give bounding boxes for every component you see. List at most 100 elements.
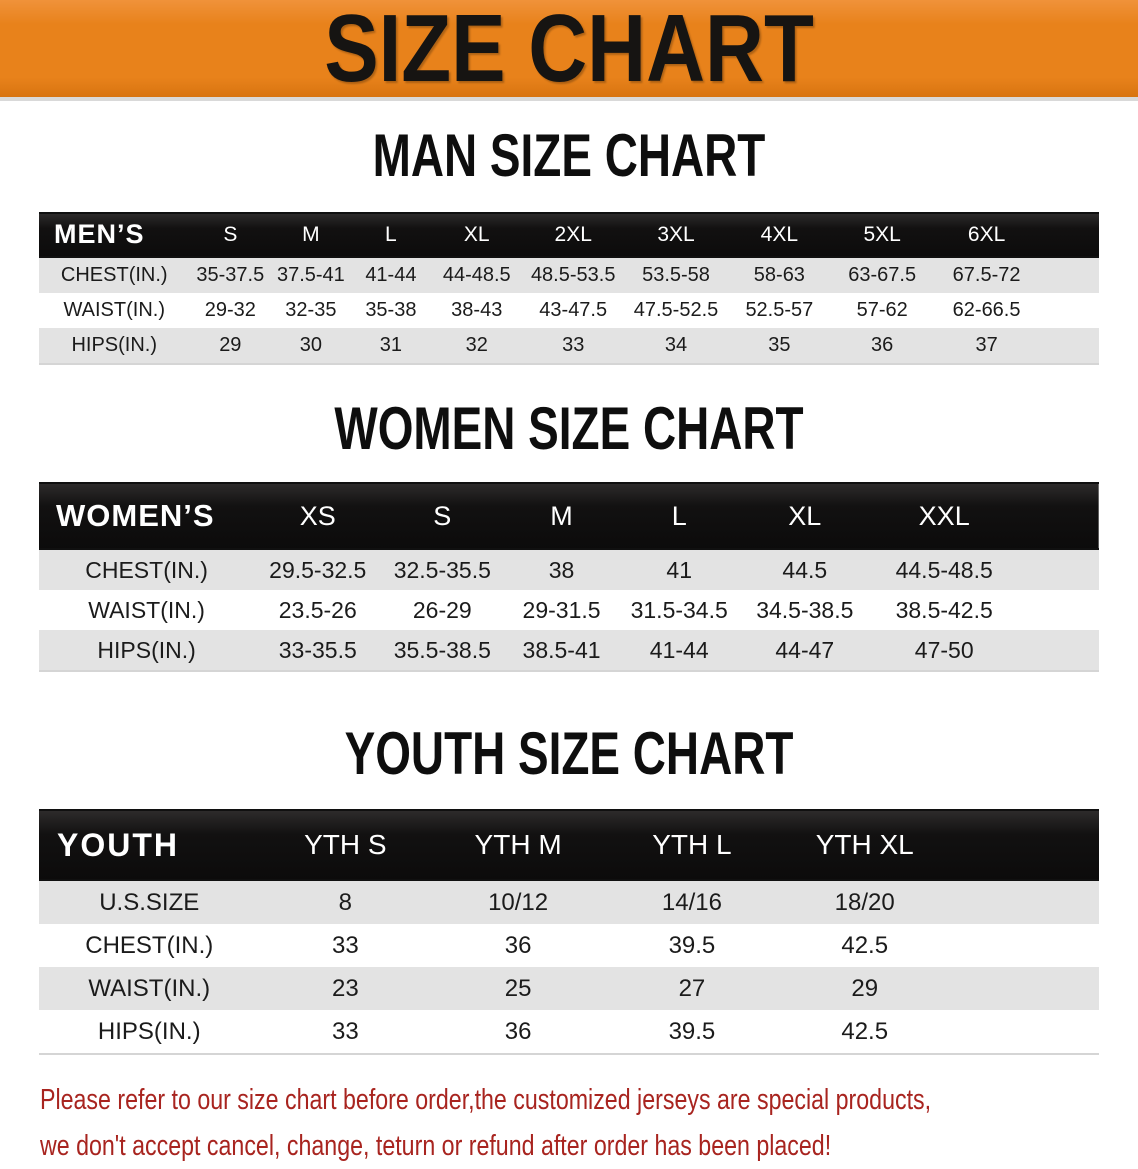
size-value-cell: 58-63 [753,263,805,286]
size-value-cell: 43-47.5 [539,298,608,321]
size-column-header: YTH XL [778,809,951,882]
table-row: U.S.SIZE 8 10/12 14/16 18/20 [39,880,1099,925]
size-value-cell: 18/20 [834,888,895,916]
women-section-heading: WOMEN SIZE CHART [0,397,1138,460]
size-value-cell: 35-38 [365,298,417,321]
table-row: WAIST(IN.) 23 25 27 29 [39,967,1099,1011]
size-value-cell: 26-29 [412,596,472,623]
size-value-cell: 53.5-58 [642,263,710,286]
men-header-row: MEN’S S M L XL 2XL 3XL 4XL 5XL 6XL [39,211,1099,258]
size-chart-banner: SIZE CHART [0,0,1138,101]
measure-row-label: HIPS(IN.) [97,636,196,663]
size-value-cell: 32-35 [285,298,337,321]
filler-cell [951,1010,1099,1054]
table-row: WAIST(IN.) 23.5-26 26-29 29-31.5 31.5-34.5 34… [39,590,1099,631]
size-value-cell: 47-50 [914,636,974,663]
size-value-cell: 39.5 [668,1017,716,1045]
size-value-cell: 44-47 [775,636,835,663]
measure-row-label: WAIST(IN.) [88,596,205,623]
size-value-cell: 14/16 [661,888,722,916]
measure-row-label: HIPS(IN.) [97,1017,201,1045]
measure-row-label: CHEST(IN.) [60,263,168,286]
size-value-cell: 31.5-34.5 [630,596,728,623]
size-value-cell: 36 [504,931,532,959]
size-value-cell: 57-62 [856,298,908,321]
size-value-cell: 38.5-42.5 [895,596,993,623]
men-table-label: MEN’S [39,211,190,258]
size-value-cell: 30 [299,333,322,356]
size-column-header: M [503,482,620,551]
women-heading-text: WOMEN SIZE CHART [334,395,804,463]
youth-header-row: YOUTH YTH S YTH M YTH L YTH XL [39,809,1099,882]
size-value-cell: 29-31.5 [522,596,601,623]
size-value-cell: 35 [768,333,791,356]
table-row: HIPS(IN.) 29 30 31 32 33 34 35 36 37 [39,327,1099,364]
size-value-cell: 37 [975,333,998,356]
size-value-cell: 8 [338,888,352,916]
size-value-cell: 10/12 [488,888,549,916]
size-value-cell: 38 [548,556,575,583]
filler-cell [951,880,1099,924]
size-column-header: YTH M [431,809,606,882]
size-value-cell: 38-43 [451,298,503,321]
banner-title: SIZE CHART [324,0,814,102]
size-column-header: 2XL [522,211,625,258]
size-value-cell: 42.5 [841,931,889,959]
filler-cell [1017,549,1099,590]
size-value-cell: 44-48.5 [442,263,511,286]
filler-cell [951,967,1099,1010]
filler-cell [1017,630,1099,671]
size-value-cell: 47.5-52.5 [633,298,719,321]
size-value-cell: 48.5-53.5 [530,263,616,286]
filler-cell [1040,328,1099,364]
size-value-cell: 25 [504,974,532,1002]
size-value-cell: 36 [871,333,894,356]
size-value-cell: 33 [331,931,359,959]
order-policy-note: Please refer to our size chart before or… [40,1077,1138,1169]
size-value-cell: 38.5-41 [522,636,601,663]
size-value-cell: 33 [562,333,585,356]
note-line-2: we don't accept cancel, change, teturn o… [40,1130,832,1163]
size-column-header: S [189,211,272,258]
table-row: CHEST(IN.) 29.5-32.5 32.5-35.5 38 41 44.5 44.5… [39,549,1099,591]
size-value-cell: 63-67.5 [848,263,917,286]
size-value-cell: 34 [664,333,688,356]
table-row: CHEST(IN.) 33 36 39.5 42.5 [39,924,1099,968]
size-column-header: L [350,211,432,258]
size-column-header: YTH L [605,809,779,882]
men-size-table: MEN’S S M L XL 2XL 3XL 4XL 5XL 6XL CHEST(IN.) 35-37… [39,211,1099,365]
measure-row-label: CHEST(IN.) [85,931,214,959]
size-value-cell: 39.5 [668,931,716,959]
size-column-header: XL [431,211,523,258]
table-row: HIPS(IN.) 33-35.5 35.5-38.5 38.5-41 41-44 44-… [39,630,1099,672]
size-column-header: 3XL [624,211,728,258]
size-value-cell: 34.5-38.5 [756,596,854,623]
filler-cell [1040,257,1099,293]
size-value-cell: 44.5 [782,556,828,583]
size-value-cell: 37.5-41 [276,263,345,286]
women-size-table: WOMEN’S XS S M L XL XXL CHEST(IN.) 29.5-32.5 32.5… [39,482,1099,673]
man-section-heading: MAN SIZE CHART [0,124,1138,187]
table-row: HIPS(IN.) 33 36 39.5 42.5 [39,1010,1099,1055]
youth-section-heading: YOUTH SIZE CHART [0,720,1138,788]
youth-size-table: YOUTH YTH S YTH M YTH L YTH XL U.S.SIZE 8 10/12… [39,809,1099,1056]
size-value-cell: 27 [678,974,706,1002]
size-column-header: S [381,482,504,551]
youth-heading-text: YOUTH SIZE CHART [344,720,794,788]
measure-row-label: HIPS(IN.) [71,333,158,356]
size-column-header: YTH S [259,809,432,882]
size-value-cell: 42.5 [841,1017,889,1045]
size-value-cell: 44.5-48.5 [895,556,993,583]
size-value-cell: 23.5-26 [278,596,357,623]
size-value-cell: 29 [851,974,879,1002]
measure-row-label: CHEST(IN.) [85,556,208,583]
size-value-cell: 36 [504,1017,532,1045]
measure-row-label: U.S.SIZE [99,888,200,916]
size-column-header: XS [254,482,382,551]
size-value-cell: 41-44 [365,263,417,286]
women-table-label: WOMEN’S [39,482,255,551]
measure-row-label: WAIST(IN.) [88,974,211,1002]
filler-cell [951,924,1099,967]
size-value-cell: 29-32 [204,298,256,321]
size-value-cell: 52.5-57 [745,298,814,321]
